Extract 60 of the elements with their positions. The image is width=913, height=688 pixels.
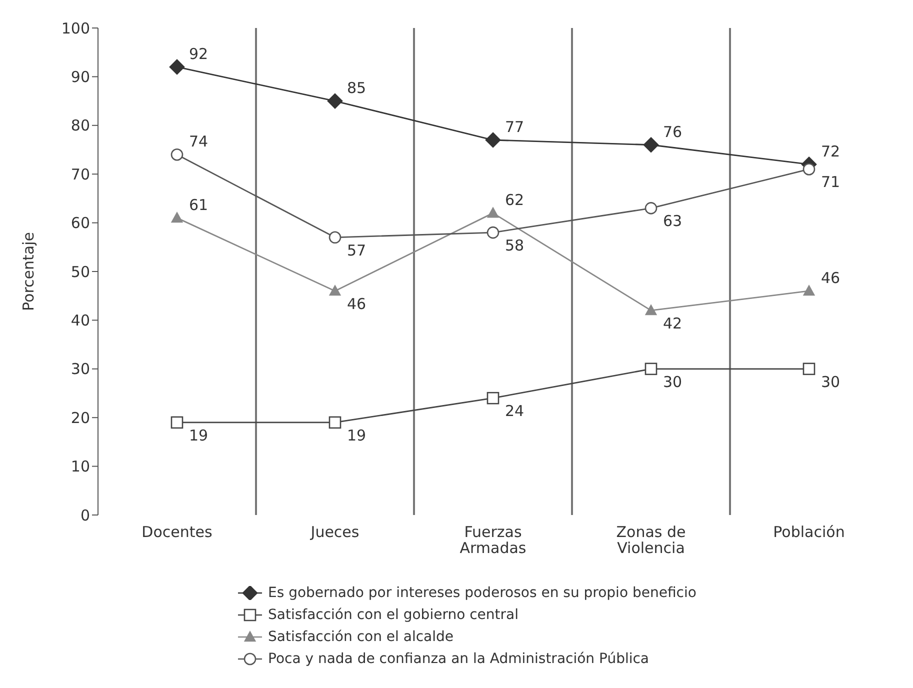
y-axis-title: Porcentaje [19,232,38,311]
point [802,163,816,176]
data-label: 74 [189,132,208,151]
y-tick-label: 20 [70,408,90,427]
point [485,132,501,148]
data-label: 30 [821,372,840,391]
data-label: 19 [189,426,208,444]
y-tick-label: 0 [80,506,90,524]
y-tick-label: 30 [70,360,90,378]
data-label: 77 [505,118,524,136]
data-label: 92 [189,44,208,63]
legend-label: Es gobernado por intereses poderosos en su propio beneficio [268,585,696,601]
point [802,362,816,376]
point [645,304,657,316]
data-label: 61 [189,196,208,214]
y-tick-label: 70 [70,165,90,184]
point [644,362,658,376]
data-label: 72 [821,142,840,160]
legend-label: Poca y nada de confianza an la Administración Pública [268,651,650,667]
point [643,137,659,153]
point [486,226,500,239]
data-label: 76 [663,122,682,141]
x-tick-label: Docentes [142,523,212,541]
data-label: 57 [347,241,366,260]
y-tick-label: 10 [70,458,90,476]
y-tick-label: 100 [61,19,90,38]
data-label: 24 [505,402,524,420]
y-tick-label: 40 [70,312,90,330]
y-tick-label: 80 [70,116,90,135]
point [487,207,499,218]
data-label: 46 [347,294,366,313]
data-label: 62 [505,191,524,210]
data-label: 58 [505,236,524,255]
point [169,59,185,75]
point [170,148,184,161]
x-tick-label: Jueces [310,523,360,541]
legend-label: Satisfacción con el alcalde [268,629,454,645]
point [803,285,815,296]
x-tick-label: Fuerzas Armadas [460,523,526,557]
x-tick-label: Zonas de Violencia [616,523,686,557]
point [486,392,500,404]
data-label: 63 [663,212,682,230]
data-label: 46 [821,268,840,287]
point [329,285,341,296]
legend-label: Satisfacción con el gobierno central [268,607,518,623]
x-tick-label: Población [773,523,845,541]
y-tick-label: 90 [70,68,90,86]
data-label: 19 [347,426,366,444]
point [327,93,343,109]
y-tick-label: 60 [70,214,90,232]
point [171,212,183,223]
point [328,416,342,429]
point [170,416,184,429]
data-label: 85 [347,79,366,98]
data-label: 30 [663,372,682,391]
y-tick-label: 50 [70,262,90,281]
data-label: 71 [821,173,840,192]
point [328,231,342,244]
point [644,202,658,214]
data-label: 42 [663,314,682,332]
